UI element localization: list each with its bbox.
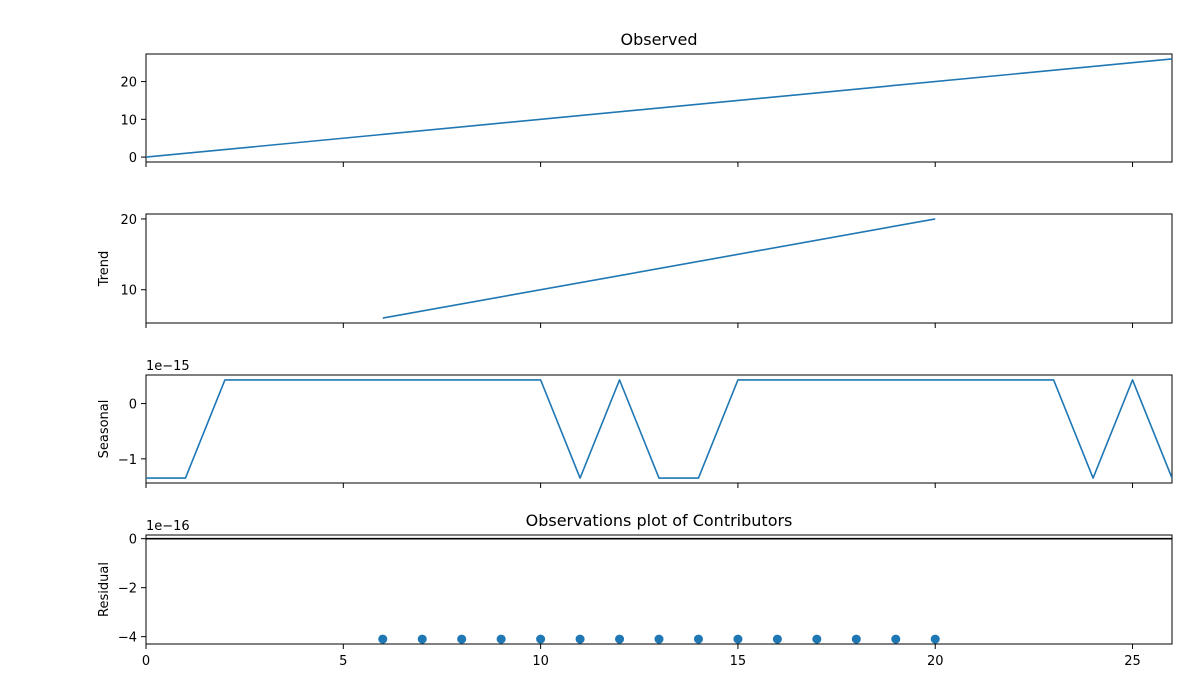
residual-offset-text: 1e−16: [146, 519, 190, 534]
observed-ytick-label: 10: [120, 113, 137, 128]
residual-xtick-label: 0: [142, 654, 150, 669]
residual-title: Observations plot of Contributors: [526, 511, 793, 530]
seasonal-panel: 0 −1 1e−15 Seasonal: [97, 359, 1173, 488]
observed-ytick-label: 0: [129, 151, 137, 166]
residual-ytick-label: −2: [118, 582, 137, 597]
residual-ytick-label: 0: [129, 533, 137, 548]
observed-data-group: [146, 58, 1172, 158]
residual-point: [575, 634, 585, 644]
trend-ylabel: Trend: [97, 251, 112, 288]
seasonal-axes-frame: [145, 374, 1173, 484]
trend-panel: 10 20 Trend: [97, 213, 1173, 328]
residual-point: [733, 634, 743, 644]
observed-title: Observed: [621, 30, 698, 49]
seasonal-series-line: [146, 379, 1172, 479]
trend-series-line: [382, 218, 936, 319]
seasonal-ylabel: Seasonal: [97, 400, 112, 459]
residual-ytick-label: −4: [118, 631, 137, 646]
observed-axes-frame: [145, 53, 1173, 163]
trend-ytick-label: 20: [120, 213, 137, 228]
residual-xtick-label: 15: [730, 654, 747, 669]
residual-axes-frame: [145, 534, 1173, 645]
residual-ylabel: Residual: [97, 562, 112, 617]
residual-data-group: [378, 634, 940, 644]
residual-panel: 0 5 10 15 20 25 0 −2 −4 1e−16 Observations plot of…: [97, 511, 1173, 669]
residual-xtick-label: 25: [1124, 654, 1141, 669]
seasonal-offset-text: 1e−15: [146, 359, 190, 374]
seasonal-ytick-label: 0: [129, 398, 137, 413]
trend-data-group: [382, 218, 936, 319]
residual-point: [496, 634, 506, 644]
residual-point: [851, 634, 861, 644]
observed-series-line: [146, 58, 1172, 158]
residual-point: [417, 634, 427, 644]
trend-ytick-label: 10: [120, 284, 137, 299]
residual-point: [615, 634, 625, 644]
residual-xtick-label: 20: [927, 654, 944, 669]
residual-point: [536, 634, 546, 644]
residual-xtick-label: 10: [532, 654, 549, 669]
observed-ytick-label: 20: [120, 76, 137, 91]
residual-point: [693, 634, 703, 644]
residual-xtick-label: 5: [339, 654, 347, 669]
residual-point: [930, 634, 940, 644]
seasonal-ytick-label: −1: [118, 453, 137, 468]
residual-point: [378, 634, 388, 644]
residual-point: [457, 634, 467, 644]
observed-panel: 0 10 20 Observed: [120, 30, 1173, 167]
seasonal-data-group: [146, 379, 1172, 479]
residual-point: [812, 634, 822, 644]
residual-point: [654, 634, 664, 644]
residual-point: [772, 634, 782, 644]
trend-axes-frame: [145, 213, 1173, 324]
residual-point: [891, 634, 901, 644]
